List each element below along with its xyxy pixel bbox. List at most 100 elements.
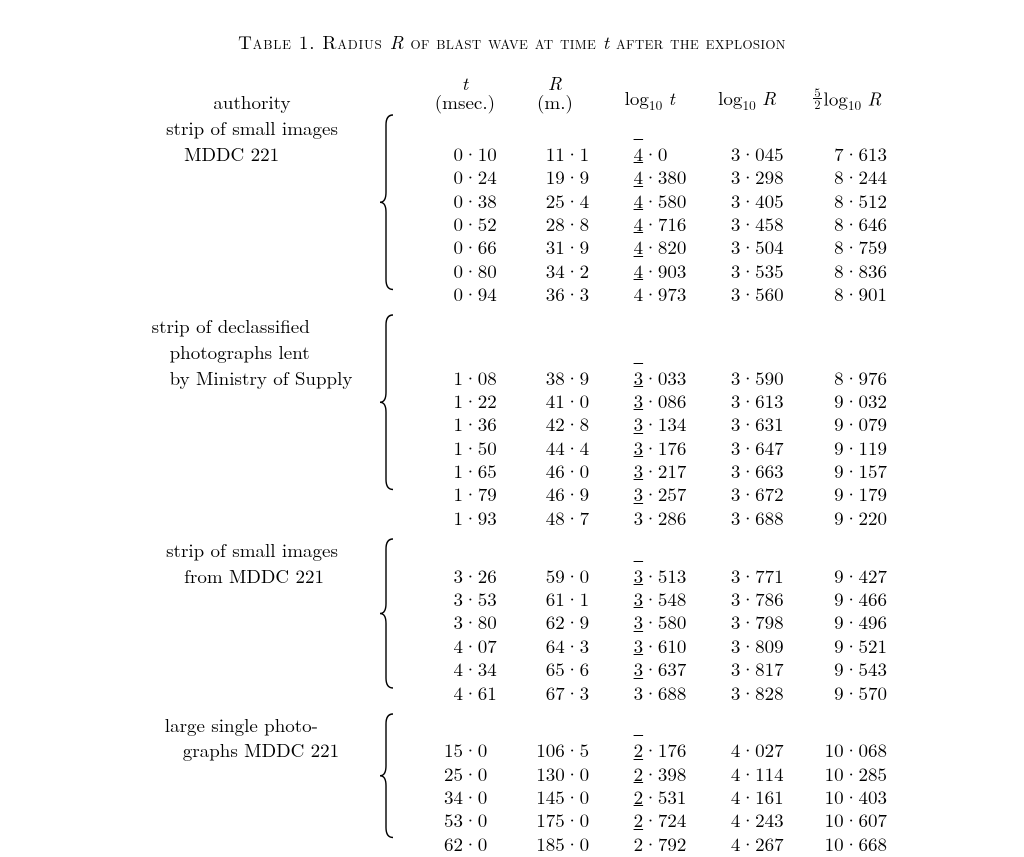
table-cell: 3·560 <box>698 282 795 305</box>
table-cell: 3·045 <box>698 113 795 165</box>
table-cell: 9·157 <box>796 459 899 482</box>
table-cell: 3·809 <box>698 634 795 657</box>
table-cell: 1·79 <box>421 482 509 505</box>
table-cell: 9·079 <box>796 412 899 435</box>
table-cell: 10·068 <box>796 704 899 762</box>
table-cell: 3·637 <box>601 657 698 680</box>
table-cell: 106·5 <box>509 704 601 762</box>
table-cell: 19·9 <box>509 165 601 188</box>
table-cell: 61·1 <box>509 587 601 610</box>
curly-brace-icon <box>379 313 397 492</box>
table-cell: 11·1 <box>509 113 601 165</box>
col-R: R(m.) <box>509 73 601 113</box>
table-cell: 0·52 <box>421 212 509 235</box>
brace-cell <box>379 529 421 704</box>
table-cell: 34·0 <box>421 785 509 808</box>
table-cell: 9·179 <box>796 482 899 505</box>
table-cell: 2·176 <box>601 704 698 762</box>
table-cell: 4·07 <box>421 634 509 657</box>
authority-cell: strip of declassifiedphotographs lentby … <box>125 305 379 529</box>
table-cell: 1·22 <box>421 389 509 412</box>
table-cell: 185·0 <box>509 832 601 855</box>
table-cell: 3·26 <box>421 529 509 587</box>
col-logt: log10 t <box>601 73 698 113</box>
table-cell: 0·66 <box>421 235 509 258</box>
curly-brace-icon <box>379 712 397 840</box>
table-cell: 0·38 <box>421 188 509 211</box>
table-cell: 28·8 <box>509 212 601 235</box>
col-brace <box>379 73 421 113</box>
table-cell: 9·521 <box>796 634 899 657</box>
table-cell: 3·033 <box>601 305 698 388</box>
table-cell: 8·901 <box>796 282 899 305</box>
table-cell: 1·65 <box>421 459 509 482</box>
table-cell: 34·2 <box>509 259 601 282</box>
table-cell: 3·613 <box>698 389 795 412</box>
table-row: strip of declassifiedphotographs lentby … <box>125 305 899 388</box>
table-caption: Table 1. Radius R of blast wave at time … <box>60 28 964 55</box>
table-cell: 46·9 <box>509 482 601 505</box>
table-cell: 1·36 <box>421 412 509 435</box>
table-cell: 65·6 <box>509 657 601 680</box>
table-cell: 9·496 <box>796 610 899 633</box>
table-cell: 3·257 <box>601 482 698 505</box>
table-cell: 3·631 <box>698 412 795 435</box>
table-cell: 1·50 <box>421 435 509 458</box>
table-cell: 0·10 <box>421 113 509 165</box>
table-cell: 1·93 <box>421 506 509 529</box>
table-cell: 3·298 <box>698 165 795 188</box>
table-cell: 4·027 <box>698 704 795 762</box>
table-cell: 4·0 <box>601 113 698 165</box>
table-cell: 3·798 <box>698 610 795 633</box>
table-cell: 3·672 <box>698 482 795 505</box>
table-cell: 2·531 <box>601 785 698 808</box>
table-cell: 10·668 <box>796 832 899 855</box>
table-cell: 4·820 <box>601 235 698 258</box>
table-cell: 4·34 <box>421 657 509 680</box>
table-cell: 8·244 <box>796 165 899 188</box>
table-cell: 9·570 <box>796 680 899 703</box>
table-cell: 9·032 <box>796 389 899 412</box>
table-row: strip of small imagesfrom MDDC 2213·2659… <box>125 529 899 587</box>
table-cell: 46·0 <box>509 459 601 482</box>
table-cell: 3·580 <box>601 610 698 633</box>
table-cell: 9·220 <box>796 506 899 529</box>
table-cell: 4·580 <box>601 188 698 211</box>
table-cell: 3·786 <box>698 587 795 610</box>
table-cell: 3·504 <box>698 235 795 258</box>
table-cell: 25·4 <box>509 188 601 211</box>
brace-cell <box>379 704 421 855</box>
table-cell: 4·267 <box>698 832 795 855</box>
table-cell: 10·285 <box>796 762 899 785</box>
col-authority: authority <box>125 73 379 113</box>
table-cell: 3·513 <box>601 529 698 587</box>
table-cell: 8·976 <box>796 305 899 388</box>
table-cell: 42·8 <box>509 412 601 435</box>
table-row: large single photo-graphs MDDC 22115·010… <box>125 704 899 762</box>
table-cell: 25·0 <box>421 762 509 785</box>
table-cell: 3·590 <box>698 305 795 388</box>
table-cell: 3·80 <box>421 610 509 633</box>
table-cell: 2·398 <box>601 762 698 785</box>
table-cell: 64·3 <box>509 634 601 657</box>
table-cell: 62·9 <box>509 610 601 633</box>
table-cell: 4·161 <box>698 785 795 808</box>
brace-cell <box>379 113 421 305</box>
table-cell: 145·0 <box>509 785 601 808</box>
table-cell: 4·114 <box>698 762 795 785</box>
table-cell: 10·403 <box>796 785 899 808</box>
table-cell: 3·688 <box>698 506 795 529</box>
table-cell: 3·610 <box>601 634 698 657</box>
table-cell: 0·94 <box>421 282 509 305</box>
table-cell: 59·0 <box>509 529 601 587</box>
table-cell: 3·53 <box>421 587 509 610</box>
table-cell: 3·176 <box>601 435 698 458</box>
table-cell: 3·771 <box>698 529 795 587</box>
authority-cell: strip of small imagesfrom MDDC 221 <box>125 529 379 704</box>
table-cell: 130·0 <box>509 762 601 785</box>
table-cell: 8·836 <box>796 259 899 282</box>
table-row: strip of small imagesMDDC 2210·1011·14·0… <box>125 113 899 165</box>
table-cell: 15·0 <box>421 704 509 762</box>
caption-R: R <box>390 28 404 55</box>
table-body: strip of small imagesMDDC 2210·1011·14·0… <box>125 113 899 855</box>
